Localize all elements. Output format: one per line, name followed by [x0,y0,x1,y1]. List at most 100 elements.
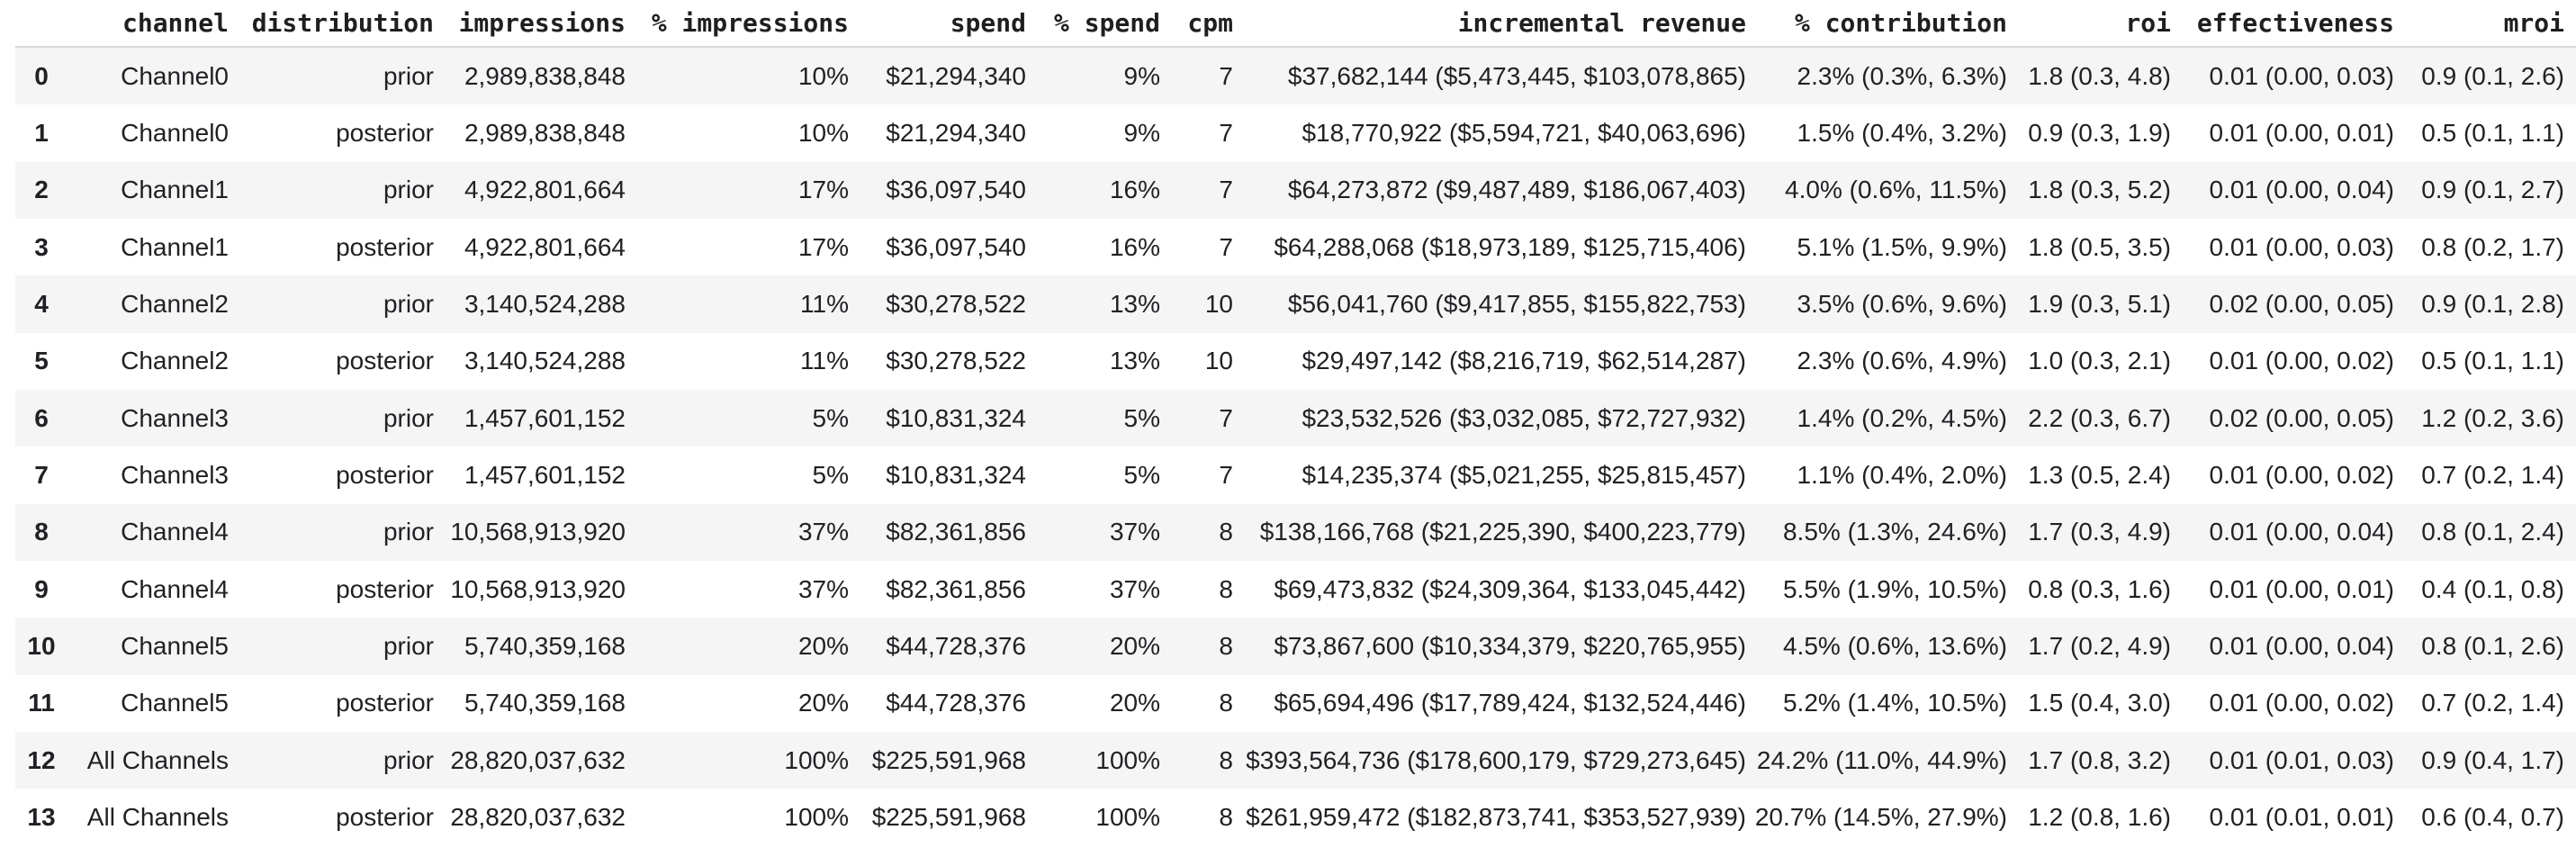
cell-roi: 1.0 (0.3, 2.1) [2028,347,2171,375]
row-index: 4 [34,290,49,319]
cell-spend: $225,591,968 [871,745,1026,774]
cell-impressions: 4,922,801,664 [464,176,626,204]
row-index: 1 [34,119,49,148]
table-header: channel distribution impressions% impressi… [15,0,2576,48]
cell-distribution: prior [383,403,434,432]
cell-mroi: 0.5 (0.1, 1.1) [2421,119,2564,148]
cell-pct_spend: 5% [1123,461,1160,490]
cell-roi: 1.2 (0.8, 1.6) [2028,803,2171,832]
cell-pct_spend: 37% [1109,574,1160,603]
row-index: 7 [34,461,49,490]
cell-pct_impressions: 37% [797,518,849,546]
cell-incremental_revenue: $69,473,832 ($24,309,364, $133,045,442) [1274,574,1746,603]
row-index: 12 [27,745,56,774]
cell-cpm: 8 [1219,803,1233,832]
cell-effectiveness: 0.01 (0.00, 0.01) [2209,574,2394,603]
col-header-impressions: impressions [434,0,626,48]
cell-incremental_revenue: $261,959,472 ($182,873,741, $353,527,939… [1246,803,1746,832]
cell-incremental_revenue: $18,770,922 ($5,594,721, $40,063,696) [1302,119,1746,148]
cell-roi: 1.7 (0.3, 4.9) [2028,518,2171,546]
cell-roi: 2.2 (0.3, 6.7) [2028,403,2171,432]
cell-spend: $10,831,324 [886,403,1026,432]
table-row: 9 Channel4 posterior 10,568,913,920 37% $82,3… [15,561,2576,618]
cell-impressions: 10,568,913,920 [450,518,626,546]
cell-roi: 1.8 (0.3, 5.2) [2028,176,2171,204]
cell-incremental_revenue: $29,497,142 ($8,216,719, $62,514,287) [1302,347,1746,375]
cell-cpm: 8 [1219,632,1233,661]
cell-impressions: 2,989,838,848 [464,61,626,90]
cell-mroi: 0.8 (0.2, 1.7) [2421,232,2564,261]
cell-pct_contribution: 5.5% (1.9%, 10.5%) [1782,574,2007,603]
cell-pct_impressions: 20% [797,689,849,717]
cell-effectiveness: 0.02 (0.00, 0.05) [2209,290,2394,319]
table-row: 1 Channel0 posterior 2,989,838,848 10% $21,29… [15,104,2576,162]
table-row: 10 Channel5 prior 5,740,359,168 20% $44,728,3… [15,618,2576,675]
cell-incremental_revenue: $37,682,144 ($5,473,445, $103,078,865) [1287,61,1746,90]
cell-distribution: prior [383,632,434,661]
cell-distribution: posterior [336,232,434,261]
cell-mroi: 0.6 (0.4, 0.7) [2421,803,2564,832]
cell-distribution: prior [383,290,434,319]
cell-effectiveness: 0.01 (0.00, 0.04) [2209,632,2394,661]
table-row: 3 Channel1 posterior 4,922,801,664 17% $36,09… [15,219,2576,276]
cell-cpm: 8 [1219,574,1233,603]
cell-channel: Channel0 [121,61,229,90]
cell-pct_spend: 13% [1109,347,1160,375]
cell-spend: $30,278,522 [886,347,1026,375]
cell-impressions: 1,457,601,152 [464,461,626,490]
col-header-spend: spend [849,0,1026,48]
cell-distribution: posterior [336,461,434,490]
cell-pct_contribution: 4.5% (0.6%, 13.6%) [1782,632,2007,661]
col-header-distribution: distribution [229,0,434,48]
cell-channel: Channel2 [121,347,229,375]
row-index: 0 [34,61,49,90]
col-header-roi: roi [2007,0,2171,48]
cell-spend: $44,728,376 [886,632,1026,661]
cell-channel: Channel0 [121,119,229,148]
table-row: 0 Channel0 prior 2,989,838,848 10% $21,294,34… [15,47,2576,105]
cell-incremental_revenue: $23,532,526 ($3,032,085, $72,727,932) [1302,403,1746,432]
cell-mroi: 0.9 (0.1, 2.6) [2421,61,2564,90]
cell-channel: Channel5 [121,689,229,717]
cell-effectiveness: 0.02 (0.00, 0.05) [2209,403,2394,432]
col-header-index [15,0,68,48]
table-body: 0 Channel0 prior 2,989,838,848 10% $21,294,34… [15,47,2576,846]
cell-spend: $82,361,856 [886,574,1026,603]
cell-impressions: 3,140,524,288 [464,347,626,375]
cell-channel: Channel4 [121,518,229,546]
cell-incremental_revenue: $56,041,760 ($9,417,855, $155,822,753) [1287,290,1746,319]
cell-pct_contribution: 5.2% (1.4%, 10.5%) [1782,689,2007,717]
col-header-mroi: mroi [2394,0,2576,48]
cell-pct_contribution: 1.5% (0.4%, 3.2%) [1797,119,2007,148]
cell-pct_contribution: 24.2% (11.0%, 44.9%) [1756,745,2007,774]
cell-cpm: 8 [1219,518,1233,546]
row-index: 9 [34,574,49,603]
cell-pct_impressions: 17% [797,232,849,261]
row-index: 13 [27,803,56,832]
cell-pct_impressions: 5% [812,461,849,490]
cell-roi: 1.7 (0.8, 3.2) [2028,745,2171,774]
cell-distribution: posterior [336,574,434,603]
cell-cpm: 7 [1219,176,1233,204]
cell-spend: $21,294,340 [886,61,1026,90]
cell-effectiveness: 0.01 (0.00, 0.02) [2209,347,2394,375]
cell-channel: Channel3 [121,403,229,432]
cell-pct_spend: 20% [1109,689,1160,717]
cell-roi: 0.9 (0.3, 1.9) [2028,119,2171,148]
cell-pct_impressions: 10% [797,61,849,90]
cell-impressions: 5,740,359,168 [464,632,626,661]
cell-mroi: 0.9 (0.1, 2.7) [2421,176,2564,204]
cell-cpm: 8 [1219,745,1233,774]
cell-roi: 1.8 (0.5, 3.5) [2028,232,2171,261]
cell-mroi: 0.9 (0.1, 2.8) [2421,290,2564,319]
cell-pct_impressions: 20% [797,632,849,661]
cell-pct_spend: 5% [1123,403,1160,432]
cell-impressions: 28,820,037,632 [450,745,626,774]
cell-effectiveness: 0.01 (0.00, 0.03) [2209,61,2394,90]
cell-mroi: 1.2 (0.2, 3.6) [2421,403,2564,432]
cell-incremental_revenue: $64,273,872 ($9,487,489, $186,067,403) [1287,176,1746,204]
cell-cpm: 7 [1219,461,1233,490]
cell-effectiveness: 0.01 (0.00, 0.04) [2209,518,2394,546]
cell-incremental_revenue: $64,288,068 ($18,973,189, $125,715,406) [1274,232,1746,261]
cell-effectiveness: 0.01 (0.00, 0.02) [2209,689,2394,717]
